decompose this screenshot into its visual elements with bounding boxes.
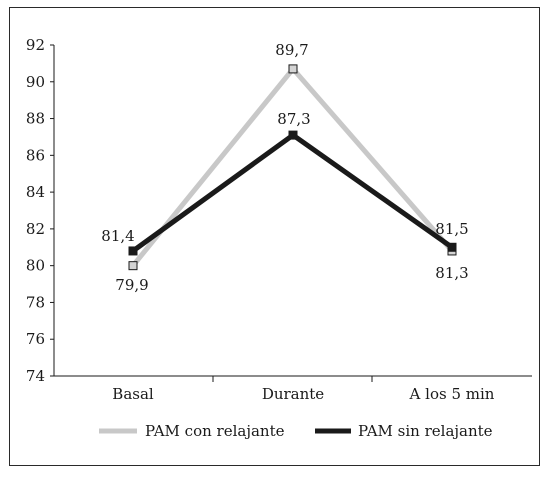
legend-label-1: PAM con relajante [145,422,285,440]
data-label-1: 89,7 [275,41,308,59]
data-point-1 [288,64,298,74]
y-tick-label: 78 [26,293,45,311]
data-point-2 [288,130,298,140]
data-label-2: 81,4 [101,227,134,245]
y-tick-label: 86 [26,146,45,164]
x-tick-label: A los 5 min [409,385,495,403]
chart-frame [9,7,540,466]
data-label-1: 81,3 [435,264,468,282]
x-tick-label: Basal [112,385,154,403]
data-label-2: 81,5 [435,220,468,238]
y-tick-label: 80 [26,257,45,275]
data-label-1: 79,9 [115,276,148,294]
data-label-2: 87,3 [277,110,310,128]
data-point-2 [128,246,138,256]
chart-series [128,64,457,271]
y-tick-label: 90 [26,73,45,91]
x-tick-label: Durante [262,385,324,403]
y-tick-label: 88 [26,110,45,128]
series-line-1 [131,65,454,268]
y-tick-label: 82 [26,220,45,238]
y-tick-label: 84 [26,183,45,201]
data-point-2 [447,242,457,252]
y-tick-label: 74 [26,367,45,385]
data-point-1 [128,261,138,271]
chart-data-labels: 79,9 89,7 81,3 81,4 87,3 81,5 [101,41,468,294]
legend-label-2: PAM sin relajante [358,422,493,440]
chart-axes: 74 76 78 80 82 84 86 88 90 92 Basal Durante A los 5 … [26,36,532,403]
y-tick-label: 92 [26,36,45,54]
chart-legend: PAM con relajante PAM sin relajante [99,422,493,440]
y-tick-label: 76 [26,330,45,348]
